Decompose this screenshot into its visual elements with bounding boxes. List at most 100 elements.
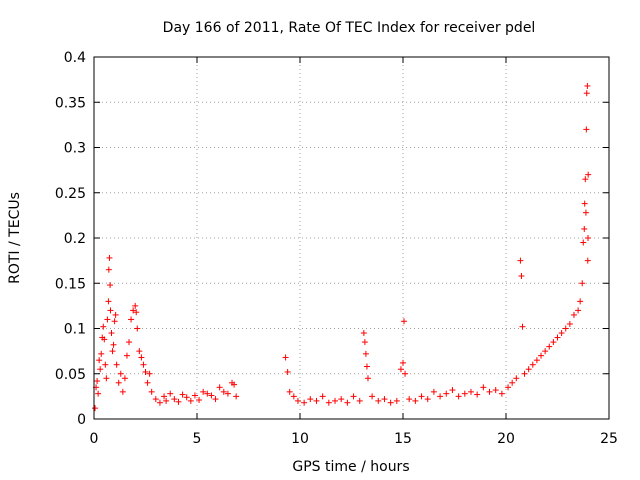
data-point [518,273,525,280]
data-point [581,200,588,207]
data-point [583,90,590,97]
data-point [558,330,565,337]
data-point [424,396,431,403]
data-point [517,257,524,264]
data-point [498,390,505,397]
data-point [282,354,289,361]
data-point [360,330,367,337]
data-point [208,392,215,399]
axis-ticks: 0 5 10 15 20 25 0 0.05 0.1 0.15 0.2 0.25 0.3 0.35 0.4 [55,50,618,447]
data-point [581,225,588,232]
data-point [363,363,370,370]
data-point [301,399,308,406]
data-point [136,348,143,355]
data-point [128,316,135,323]
data-point [313,397,320,404]
data-point [474,391,481,398]
y-tick-label: 0.1 [64,322,86,338]
data-point [233,393,240,400]
data-point [167,390,174,397]
data-point [387,399,394,406]
data-point [455,393,462,400]
data-point [161,393,168,400]
data-point [115,379,122,386]
data-point [400,359,406,366]
data-point [286,388,293,395]
data-point [338,396,345,403]
data-point [529,361,536,368]
data-point [443,390,450,397]
data-point [220,388,227,395]
data-point [521,370,528,377]
data-point [102,361,109,368]
data-point [171,396,178,403]
data-point [356,397,363,404]
y-tick-label: 0.2 [64,231,86,247]
data-point [584,235,591,241]
data-point [332,397,339,404]
data-point [130,307,137,314]
x-tick-label: 10 [291,431,309,447]
data-point [146,370,153,377]
data-point [163,397,170,404]
data-point [95,390,102,397]
data-point [307,396,314,403]
data-point [509,379,516,386]
x-tick-label: 15 [394,431,412,447]
grid-lines [94,57,609,419]
data-point [140,361,147,368]
data-point [152,396,159,403]
y-axis-title: ROTI / TECUs [7,192,23,284]
data-point [108,330,115,337]
data-point [183,394,190,401]
data-point [231,381,238,388]
data-point [294,397,301,404]
data-point [144,379,151,386]
data-point [437,393,444,400]
data-point [204,390,211,397]
data-point [562,325,569,332]
data-point [101,336,108,343]
data-point [119,388,126,395]
data-point [480,384,487,391]
data-point [106,254,113,261]
data-point [350,393,357,400]
data-point [584,257,591,264]
data-point [344,399,351,406]
data-point [412,397,419,404]
data-point [461,390,468,397]
data-point [505,384,512,391]
data-point [133,309,140,316]
data-point [584,82,591,89]
data-point [570,311,577,318]
data-point [212,396,219,403]
data-point [401,318,408,325]
data-point [577,298,584,305]
data-point [111,318,118,325]
x-tick-label: 5 [193,431,202,447]
data-point [566,320,573,327]
data-point [550,339,557,346]
data-point [393,397,400,404]
data-point [519,323,526,330]
data-point [554,334,561,341]
data-point [96,357,103,364]
data-point [290,393,297,400]
data-point [546,343,553,350]
data-point [104,316,111,323]
data-point [179,391,186,398]
data-point [513,375,520,382]
data-points [92,82,592,412]
data-point [579,280,586,287]
data-point [134,325,141,332]
data-point [103,375,110,382]
data-point [216,384,223,391]
data-point [113,361,120,368]
data-point [486,388,493,395]
data-point [538,352,545,359]
data-point [107,307,114,314]
data-point [224,390,231,397]
data-point [110,341,117,348]
data-point [121,375,128,382]
